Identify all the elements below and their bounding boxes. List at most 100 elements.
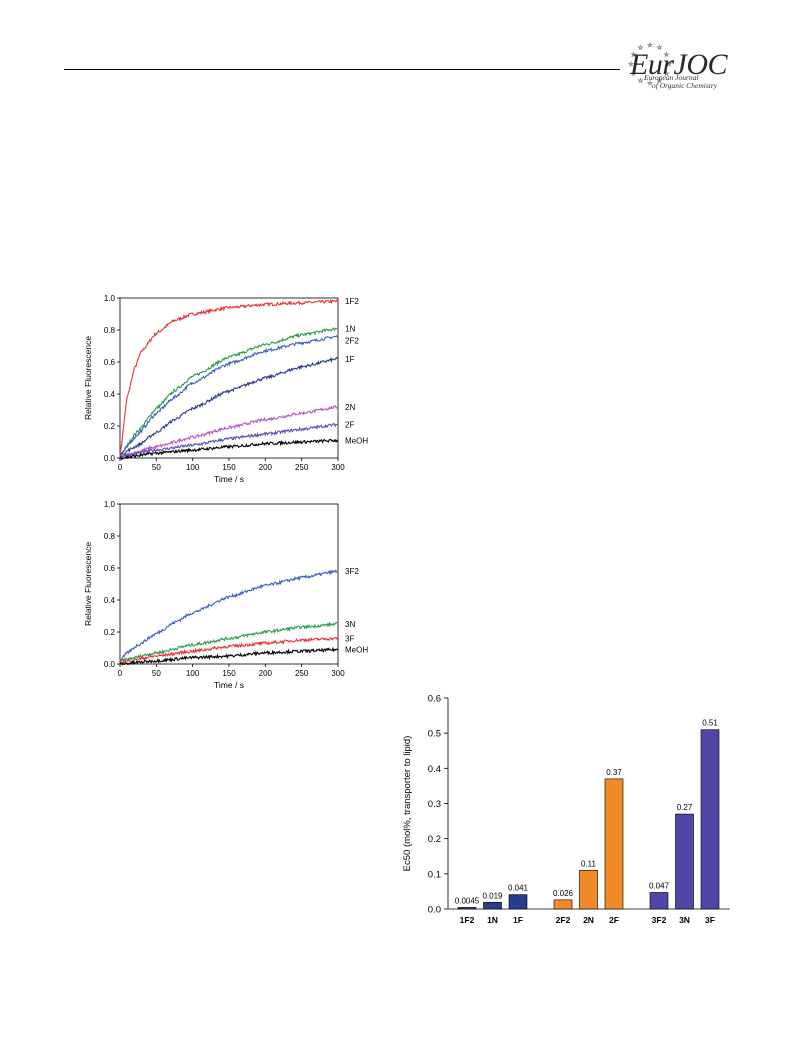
x-tick-label: 300 bbox=[331, 463, 345, 472]
series-line-3f bbox=[119, 636, 339, 664]
y-tick-label: 0.2 bbox=[104, 422, 116, 431]
x-tick-label: 100 bbox=[186, 463, 200, 472]
x-tick-label: 0 bbox=[118, 669, 123, 678]
series-line-3f2 bbox=[119, 569, 339, 662]
journal-logo-sub-line1: European Journal bbox=[644, 73, 699, 82]
logo-star-icon: ☆ bbox=[638, 45, 643, 52]
y-tick-label: 0.6 bbox=[428, 694, 441, 705]
bar-2f bbox=[604, 778, 624, 910]
x-axis-label: Time / s bbox=[214, 680, 244, 690]
series-label-2f2: 2F2 bbox=[345, 336, 359, 345]
series-line-2f bbox=[119, 422, 339, 459]
bar-2n bbox=[579, 870, 598, 910]
series-label-3n: 3N bbox=[345, 620, 355, 629]
bar-value-label-3f: 0.51 bbox=[702, 719, 718, 728]
x-tick-label: 150 bbox=[222, 463, 236, 472]
x-tick-label: 50 bbox=[152, 463, 161, 472]
series-line-1f2 bbox=[119, 299, 339, 457]
series-label-3f2: 3F2 bbox=[345, 567, 359, 576]
logo-star-icon: ☆ bbox=[657, 45, 662, 52]
y-tick-label: 0.0 bbox=[428, 905, 441, 916]
logo-star-icon: ☆ bbox=[664, 71, 669, 78]
bar-category-label-3n: 3N bbox=[679, 915, 690, 925]
bar-category-label-3f: 3F bbox=[705, 915, 715, 925]
x-tick-label: 200 bbox=[259, 669, 273, 678]
y-axis-label: Ec50 (mol%, transporter to lipid) bbox=[402, 736, 413, 872]
bar-category-label-2n: 2N bbox=[583, 915, 594, 925]
y-tick-label: 0.5 bbox=[428, 729, 441, 740]
bar-value-label-3f2: 0.047 bbox=[649, 881, 670, 890]
y-tick-label: 0.4 bbox=[428, 764, 441, 775]
journal-logo-sub-line2: of Organic Chemistry bbox=[652, 81, 718, 90]
bar-value-label-1n: 0.019 bbox=[482, 891, 503, 900]
y-tick-label: 0.0 bbox=[104, 454, 116, 463]
bar-1f bbox=[508, 894, 528, 910]
logo-star-icon: ☆ bbox=[664, 52, 669, 59]
logo-star-icon: ☆ bbox=[666, 61, 671, 68]
logo-star-icon: ☆ bbox=[647, 80, 652, 87]
series-label-2f: 2F bbox=[345, 420, 354, 429]
bar-category-label-1n: 1N bbox=[487, 915, 498, 925]
series-line-meoh bbox=[119, 646, 339, 666]
y-tick-label: 0.1 bbox=[428, 869, 441, 880]
y-tick-label: 0.8 bbox=[104, 532, 116, 541]
y-tick-label: 1.0 bbox=[104, 500, 116, 509]
series-label-1n: 1N bbox=[345, 324, 355, 333]
x-axis-label: Time / s bbox=[214, 474, 244, 484]
series-line-1n bbox=[119, 327, 339, 456]
bar-3n bbox=[675, 813, 694, 910]
y-tick-label: 0.4 bbox=[104, 390, 116, 399]
y-tick-label: 1.0 bbox=[104, 294, 116, 303]
series-line-1f bbox=[119, 356, 339, 457]
bar-category-label-1f: 1F bbox=[513, 915, 523, 925]
y-tick-label: 0.2 bbox=[104, 628, 116, 637]
series-label-1f: 1F bbox=[345, 355, 354, 364]
series-label-2n: 2N bbox=[345, 403, 355, 412]
bar-2f2 bbox=[553, 899, 573, 910]
y-tick-label: 0.3 bbox=[428, 799, 441, 810]
y-axis-label: Relative Fluorescence bbox=[83, 542, 93, 626]
journal-logo-subtitle: European Journal of Organic Chemistry bbox=[644, 74, 717, 90]
bar-value-label-3n: 0.27 bbox=[677, 803, 693, 812]
series-label-meoh: MeOH bbox=[345, 646, 368, 655]
series-line-3n bbox=[119, 621, 339, 663]
bar-category-label-1f2: 1F2 bbox=[460, 915, 475, 925]
series-label-meoh: MeOH bbox=[345, 436, 368, 445]
series-line-2n bbox=[119, 405, 339, 459]
journal-logo: ☆ ☆ ☆ ☆ ☆ ☆ ☆ ☆ ☆ ☆ ☆ ☆ EurJOC European Journal of … bbox=[622, 40, 792, 95]
bar-value-label-2n: 0.11 bbox=[581, 859, 597, 868]
bar-category-label-2f: 2F bbox=[609, 915, 619, 925]
bar-category-label-3f2: 3F2 bbox=[652, 915, 667, 925]
y-tick-label: 0.0 bbox=[104, 660, 116, 669]
x-tick-label: 50 bbox=[152, 669, 161, 678]
x-tick-label: 0 bbox=[118, 463, 123, 472]
fluorescence-chart-2: 0 50 100 150 200 250 300 0.0 0.2 0.4 0.6 0.8 1.0 Time… bbox=[83, 500, 368, 690]
x-tick-label: 150 bbox=[222, 669, 236, 678]
bar-1f2 bbox=[457, 907, 477, 910]
y-tick-label: 0.6 bbox=[104, 564, 116, 573]
bar-3f2 bbox=[649, 892, 669, 910]
x-tick-label: 100 bbox=[186, 669, 200, 678]
logo-star-icon: ☆ bbox=[657, 77, 662, 84]
y-tick-label: 0.2 bbox=[428, 834, 441, 845]
bar-value-label-2f: 0.37 bbox=[606, 768, 622, 777]
logo-star-icon: ☆ bbox=[631, 52, 636, 59]
bar-category-label-2f2: 2F2 bbox=[556, 915, 571, 925]
y-tick-label: 0.8 bbox=[104, 326, 116, 335]
logo-star-icon: ☆ bbox=[647, 42, 652, 49]
bar-value-label-1f: 0.041 bbox=[508, 884, 529, 893]
logo-star-icon: ☆ bbox=[628, 61, 633, 68]
header-rule bbox=[64, 69, 620, 70]
y-tick-label: 0.6 bbox=[104, 358, 116, 367]
y-tick-label: 0.4 bbox=[104, 596, 116, 605]
bar-3f bbox=[700, 729, 720, 910]
bar-value-label-2f2: 0.026 bbox=[553, 889, 574, 898]
series-label-1f2: 1F2 bbox=[345, 297, 359, 306]
y-axis-label: Relative Fluorescence bbox=[83, 336, 93, 420]
x-tick-label: 250 bbox=[295, 669, 309, 678]
x-tick-label: 300 bbox=[331, 669, 345, 678]
series-line-2f2 bbox=[119, 335, 339, 457]
logo-star-icon: ☆ bbox=[631, 71, 636, 78]
bar-1n bbox=[483, 902, 502, 910]
series-label-3f: 3F bbox=[345, 634, 354, 643]
